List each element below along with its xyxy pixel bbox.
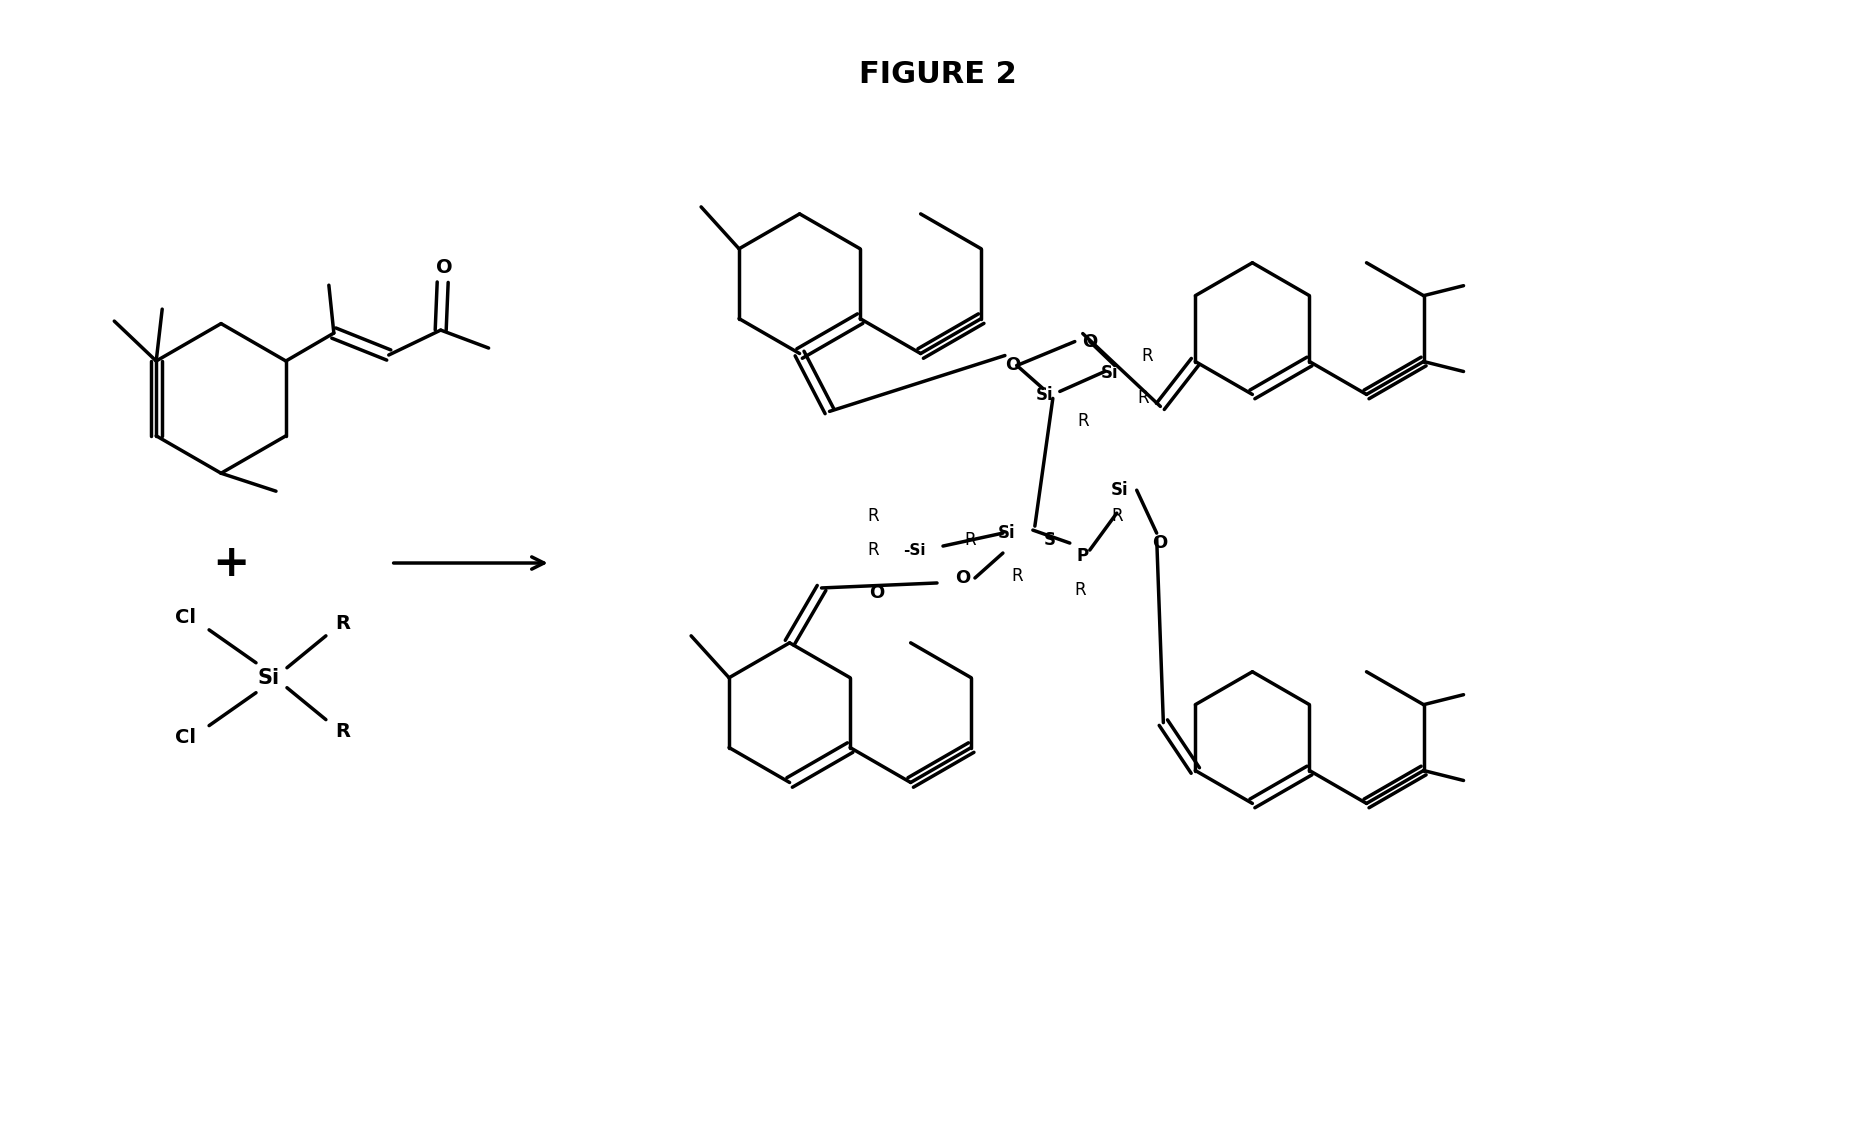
Text: Si: Si: [998, 525, 1015, 542]
Text: R: R: [1137, 389, 1148, 407]
Text: Si: Si: [1111, 481, 1129, 500]
Text: R: R: [867, 508, 880, 525]
Text: O: O: [437, 257, 452, 277]
Text: R: R: [1073, 580, 1086, 599]
Text: Cl: Cl: [174, 609, 195, 627]
Text: O: O: [1082, 332, 1097, 351]
Text: Si: Si: [1036, 387, 1054, 404]
Text: O: O: [869, 584, 885, 602]
Text: -Si: -Si: [902, 543, 925, 558]
Text: R: R: [336, 723, 351, 741]
Text: -: -: [1064, 335, 1069, 353]
Text: R: R: [1011, 567, 1022, 585]
Text: Si: Si: [1101, 364, 1118, 382]
Text: +: +: [212, 542, 250, 585]
Text: Cl: Cl: [174, 728, 195, 747]
Text: O: O: [1006, 356, 1021, 374]
Text: O: O: [955, 569, 970, 587]
Text: O: O: [1152, 534, 1167, 552]
Text: R: R: [964, 531, 976, 549]
Text: R: R: [336, 615, 351, 634]
Text: R: R: [867, 541, 880, 559]
Text: P: P: [1077, 547, 1088, 566]
Text: R: R: [1077, 412, 1088, 430]
Text: Si: Si: [257, 668, 280, 687]
Text: R: R: [1141, 347, 1152, 364]
Text: S: S: [1043, 531, 1056, 549]
Text: FIGURE 2: FIGURE 2: [859, 59, 1017, 89]
Text: R: R: [1111, 508, 1122, 525]
